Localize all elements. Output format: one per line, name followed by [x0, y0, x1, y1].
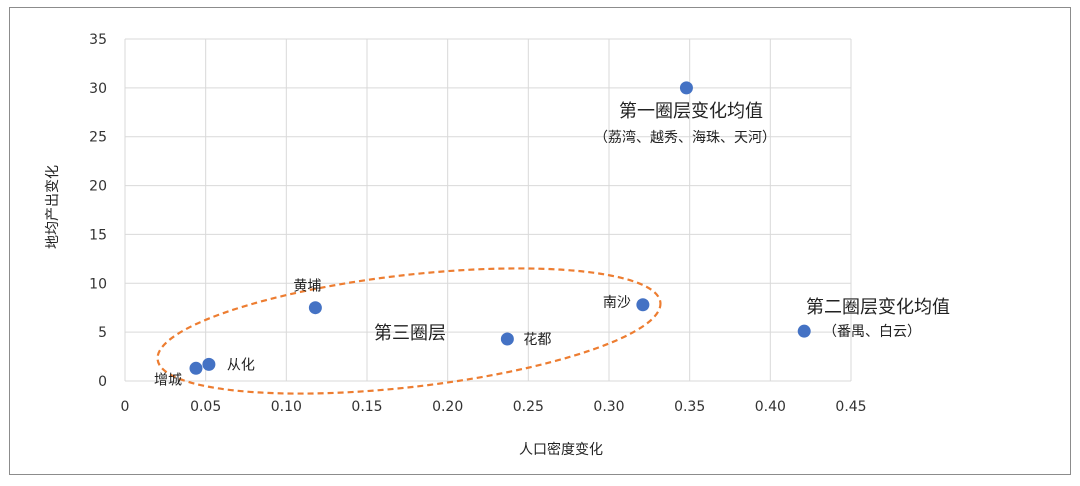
x-tick-label: 0.10	[271, 399, 302, 415]
x-tick-label: 0.45	[835, 399, 866, 415]
x-tick-label: 0.25	[513, 399, 544, 415]
x-tick-label: 0.15	[351, 399, 382, 415]
point-label: 从化	[227, 357, 255, 373]
x-tick-label: 0.40	[755, 399, 786, 415]
ring2-title: 第二圈层变化均值	[806, 297, 950, 318]
data-point	[189, 361, 203, 375]
x-tick-label: 0.20	[432, 399, 463, 415]
grid-lines	[124, 38, 852, 382]
data-point	[308, 301, 322, 315]
data-points	[189, 81, 811, 375]
x-tick-label: 0.35	[674, 399, 705, 415]
point-label: 花都	[523, 332, 551, 348]
y-tick-label: 15	[89, 227, 107, 243]
y-tick-label: 25	[89, 130, 107, 146]
third-ring-ellipse	[156, 267, 662, 395]
point-label: 增城	[154, 372, 182, 388]
y-tick-label: 5	[98, 325, 107, 341]
axes: 0 0.05 0.10 0.15 0.20 0.25 0.30 0.35 0.40 0.45 0 5 1…	[89, 32, 866, 415]
ring1-title: 第一圈层变化均值	[619, 101, 763, 122]
y-axis-title: 地均产出变化	[45, 165, 61, 249]
x-tick-label: 0.30	[593, 399, 624, 415]
data-point	[202, 357, 216, 371]
x-tick-label: 0	[121, 399, 130, 415]
data-point	[500, 332, 514, 346]
chart-frame	[9, 7, 1071, 475]
point-label: 黄埔	[293, 278, 321, 295]
y-tick-label: 0	[98, 374, 107, 390]
ring3-title: 第三圈层	[374, 323, 446, 344]
third-ring-ellipse-layer	[156, 267, 662, 395]
y-tick-label: 35	[89, 32, 107, 48]
ring2-subtitle: （番禺、白云）	[823, 324, 921, 340]
y-tick-label: 20	[89, 179, 107, 195]
ring1-subtitle: （荔湾、越秀、海珠、天河）	[594, 129, 776, 146]
data-point	[679, 81, 693, 95]
y-tick-label: 30	[89, 81, 107, 97]
data-point	[797, 324, 811, 338]
point-label: 南沙	[603, 295, 631, 311]
y-tick-label: 10	[89, 276, 107, 292]
data-point	[636, 298, 650, 312]
x-axis-title: 人口密度变化	[519, 441, 603, 458]
x-tick-label: 0.05	[190, 399, 221, 415]
